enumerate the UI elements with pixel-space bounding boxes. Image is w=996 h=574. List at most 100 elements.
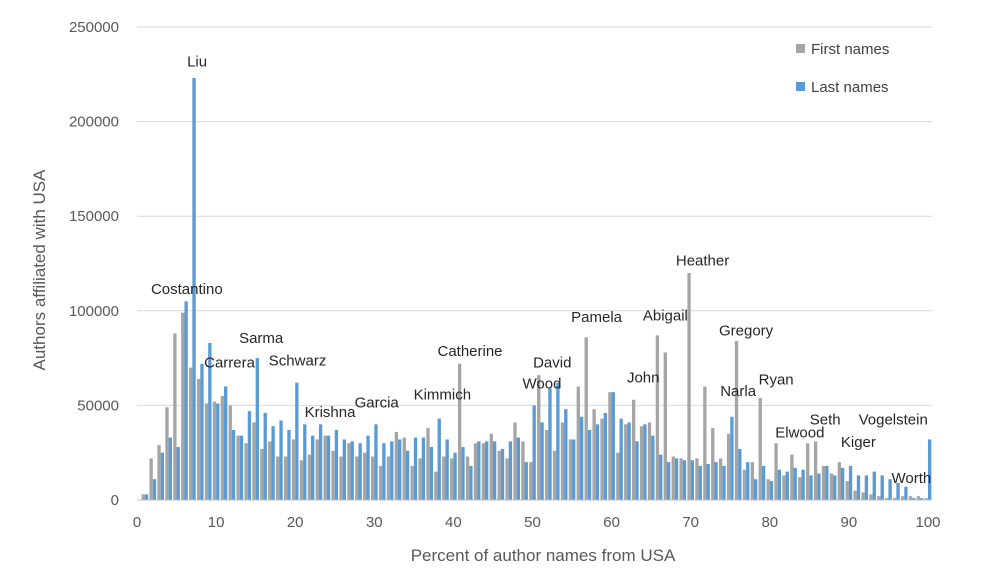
bar-first-name [600,418,604,500]
bar-last-name [524,462,528,500]
annotation-label: Wood [523,375,562,392]
bar-first-name [766,479,770,500]
bar-first-name [402,437,406,500]
bar-first-name [679,458,683,500]
bar-last-name [144,494,149,500]
bar-first-name [457,363,462,500]
annotation-label: Seth [810,411,841,428]
bar-first-name [370,456,375,500]
bar-last-name [746,462,750,500]
legend-label-first-names: First names [811,41,889,58]
bar-last-name [904,486,908,500]
bar-first-name [260,448,264,500]
annotation-label: Schwarz [269,353,327,370]
annotation-label: Kimmich [414,387,472,404]
bar-first-name [877,496,881,500]
bar-last-name [809,475,813,500]
bar-first-name [228,405,232,500]
bar-first-name [537,375,541,500]
bar-first-name [394,431,399,500]
bar-last-name [176,447,180,500]
annotation-label: Garcia [355,394,400,411]
bar-first-name [299,460,304,500]
bar-first-name [806,443,810,500]
bar-last-name [152,479,157,500]
bar-first-name [276,456,280,500]
bar-last-name [287,429,291,500]
bar-last-name [595,424,600,500]
bar-last-name [698,465,702,500]
bar-first-name [853,490,857,500]
annotation-label: David [533,355,571,372]
bar-first-name [821,465,826,500]
bar-last-name [928,439,932,500]
bar-first-name [568,439,573,500]
x-axis-title: Percent of author names from USA [411,546,676,565]
bar-first-name [632,399,636,500]
y-tick-label: 200000 [69,114,119,131]
bar-first-name [837,462,841,500]
bar-last-name [168,437,172,500]
x-tick-labels: 0 10 20 30 40 50 60 70 80 90 100 [133,514,941,531]
bar-last-name [666,462,671,500]
annotation-label: Catherine [437,343,502,360]
bar-last-name [761,465,766,500]
bar-first-name [481,443,486,500]
bar-first-name [173,333,177,500]
bar-first-name [450,458,454,500]
bar-last-name [730,416,734,500]
bar-last-name [334,429,339,500]
y-tick-label: 100000 [69,303,119,320]
bar-last-name [611,392,615,500]
bar-first-name [505,458,509,500]
annotations: LiuCostantinoCarreraSarmaSchwarzKrishnaG… [151,54,931,487]
bar-last-name [485,441,489,500]
bar-first-name [813,441,818,500]
bar-first-name [647,422,652,500]
bar-last-name [224,386,228,500]
bar-last-name [564,409,568,500]
annotation-label: Kiger [841,434,876,451]
bar-last-name [461,447,465,500]
bar-first-name [869,494,873,500]
bar-last-name [856,475,861,500]
bar-first-name [465,456,470,500]
bar-last-name [540,422,544,500]
bar-first-name [244,443,248,500]
bar-first-name [829,473,834,500]
x-tick-label: 40 [445,514,462,531]
x-tick-label: 0 [133,514,141,531]
bar-last-name [279,420,283,500]
bar-last-name [635,441,639,500]
bar-first-name [513,422,517,500]
bar-first-name [418,458,422,500]
gridlines [137,26,932,406]
bar-last-name [374,424,378,500]
annotation-label: Sarma [239,330,284,347]
bar-last-name [603,412,608,500]
x-tick-label: 100 [915,514,940,531]
legend-label-last-names: Last names [811,79,889,96]
bar-first-name [529,462,533,500]
bar-last-name [421,437,426,500]
bar-first-name [916,496,921,500]
annotation-label: Vogelstein [859,411,928,428]
bar-first-name [750,462,754,500]
bar-first-name [165,407,169,500]
annotation-label: Costantino [151,281,223,298]
bar-last-name [833,475,837,500]
bar-first-name [544,429,549,500]
x-tick-label: 30 [366,514,383,531]
bar-first-name [212,401,217,500]
bar-last-name [398,439,402,500]
bar-last-name [674,458,679,500]
bar-last-name [216,403,220,500]
bar-first-name [189,367,193,500]
annotation-label: Heather [676,252,729,269]
annotation-label: Carrera [204,355,256,372]
bar-last-name [508,441,513,500]
bar-first-name [616,452,620,500]
bar-last-name [326,435,331,500]
bar-first-name [442,456,446,500]
